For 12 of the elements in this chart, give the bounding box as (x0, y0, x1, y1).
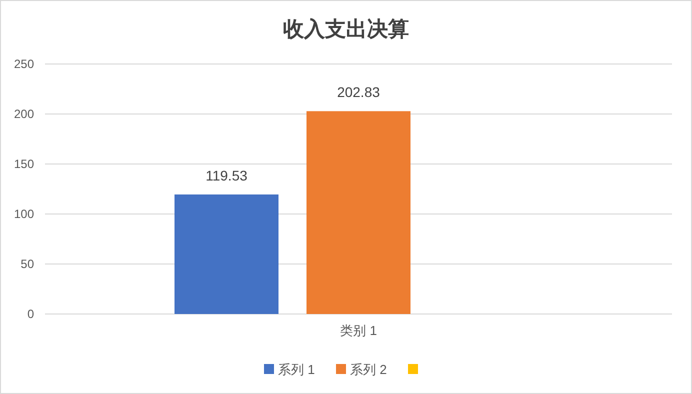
chart-title: 收入支出决算 (283, 18, 409, 41)
y-tick-label: 50 (20, 257, 34, 271)
y-tick-label: 250 (14, 57, 34, 71)
legend-label: 系列 2 (350, 362, 387, 377)
y-tick-label: 150 (14, 157, 34, 171)
legend-label: 系列 1 (278, 362, 315, 377)
data-label: 202.83 (337, 84, 380, 100)
y-tick-label: 100 (14, 207, 34, 221)
y-tick-label: 200 (14, 107, 34, 121)
data-label: 119.53 (206, 167, 248, 184)
x-tick-label: 类别 1 (340, 323, 377, 338)
y-tick-label: 0 (27, 307, 34, 321)
